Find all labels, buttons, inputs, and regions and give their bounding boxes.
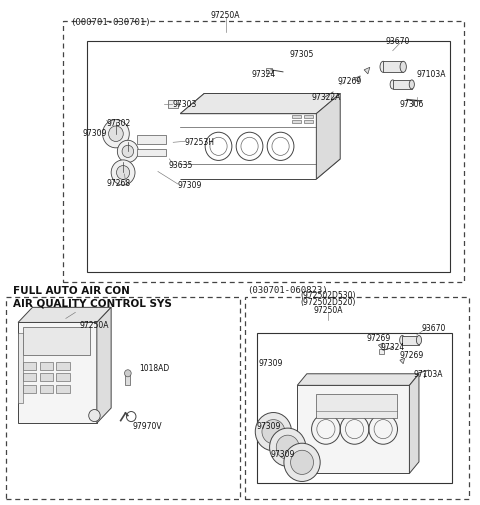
Polygon shape bbox=[316, 160, 340, 180]
Bar bbox=[304, 120, 313, 124]
Bar bbox=[393, 81, 412, 90]
Bar bbox=[39, 363, 53, 371]
Text: 97250A: 97250A bbox=[211, 11, 240, 20]
Bar bbox=[18, 333, 23, 403]
Bar bbox=[56, 385, 70, 393]
Circle shape bbox=[108, 127, 123, 142]
Bar bbox=[402, 336, 419, 345]
Text: 97103A: 97103A bbox=[414, 370, 443, 379]
Bar bbox=[39, 374, 53, 382]
Text: (972502D530): (972502D530) bbox=[300, 290, 356, 299]
Circle shape bbox=[117, 166, 130, 180]
Text: 97269: 97269 bbox=[366, 333, 391, 342]
Bar bbox=[168, 100, 178, 109]
Text: 97309: 97309 bbox=[259, 359, 283, 368]
Text: (000701-030701): (000701-030701) bbox=[71, 18, 151, 27]
Text: 93670: 93670 bbox=[421, 323, 445, 332]
Bar bbox=[292, 120, 301, 124]
Text: 93635: 93635 bbox=[168, 161, 192, 170]
Polygon shape bbox=[409, 374, 419, 474]
Circle shape bbox=[276, 435, 299, 460]
Text: 1018AD: 1018AD bbox=[139, 364, 169, 373]
Text: 97309: 97309 bbox=[271, 449, 295, 458]
Text: (972502D520): (972502D520) bbox=[300, 298, 356, 307]
Bar bbox=[56, 374, 70, 382]
Ellipse shape bbox=[409, 81, 414, 90]
Circle shape bbox=[290, 450, 313, 475]
Text: 97305: 97305 bbox=[290, 49, 314, 59]
Text: 97269: 97269 bbox=[337, 77, 362, 86]
Circle shape bbox=[284, 443, 320, 481]
Bar bbox=[23, 328, 90, 356]
Polygon shape bbox=[297, 386, 409, 474]
Text: 97303: 97303 bbox=[173, 100, 197, 109]
Bar bbox=[316, 394, 397, 418]
Polygon shape bbox=[355, 77, 360, 83]
Text: 97970V: 97970V bbox=[132, 421, 162, 430]
Ellipse shape bbox=[390, 81, 396, 90]
Ellipse shape bbox=[380, 62, 386, 73]
Bar bbox=[379, 349, 384, 354]
Text: 97302: 97302 bbox=[106, 119, 131, 127]
Text: 97250A: 97250A bbox=[313, 305, 343, 314]
Text: 97324: 97324 bbox=[381, 342, 405, 351]
Circle shape bbox=[122, 146, 133, 158]
Text: 97268: 97268 bbox=[106, 179, 131, 188]
Text: 97309: 97309 bbox=[256, 421, 281, 430]
Polygon shape bbox=[18, 308, 111, 323]
Text: 97306: 97306 bbox=[400, 100, 424, 109]
Bar bbox=[137, 135, 166, 144]
Bar bbox=[304, 115, 313, 119]
Bar bbox=[56, 363, 70, 371]
Text: 97309: 97309 bbox=[178, 180, 202, 189]
Bar bbox=[292, 115, 301, 119]
Circle shape bbox=[117, 141, 138, 163]
Polygon shape bbox=[297, 374, 419, 386]
Polygon shape bbox=[316, 94, 340, 180]
Circle shape bbox=[103, 120, 129, 148]
Bar bbox=[137, 149, 166, 157]
Polygon shape bbox=[364, 68, 370, 75]
Circle shape bbox=[270, 428, 306, 467]
Text: (030701-060823): (030701-060823) bbox=[247, 286, 328, 294]
Circle shape bbox=[124, 370, 131, 377]
Circle shape bbox=[89, 410, 100, 422]
Bar bbox=[39, 385, 53, 393]
Ellipse shape bbox=[400, 62, 407, 73]
Circle shape bbox=[262, 420, 285, 444]
Bar bbox=[23, 374, 36, 382]
Text: FULL AUTO AIR CON
AIR QUALITY CONTROL SYS: FULL AUTO AIR CON AIR QUALITY CONTROL SY… bbox=[13, 285, 172, 308]
Text: 97250A: 97250A bbox=[80, 321, 109, 330]
Text: 97309: 97309 bbox=[82, 128, 107, 137]
Bar bbox=[125, 375, 130, 386]
Polygon shape bbox=[180, 94, 340, 115]
Text: 97322A: 97322A bbox=[311, 92, 341, 102]
Polygon shape bbox=[18, 323, 97, 423]
Polygon shape bbox=[400, 359, 405, 364]
Text: 97324: 97324 bbox=[252, 70, 276, 79]
Text: 93670: 93670 bbox=[385, 37, 409, 46]
Text: 97103A: 97103A bbox=[416, 70, 445, 79]
Polygon shape bbox=[378, 343, 383, 349]
Polygon shape bbox=[97, 308, 111, 423]
Bar bbox=[23, 385, 36, 393]
Polygon shape bbox=[180, 94, 340, 115]
Circle shape bbox=[111, 161, 135, 186]
Bar bbox=[383, 62, 403, 73]
Bar bbox=[266, 69, 272, 74]
Bar bbox=[23, 363, 36, 371]
Text: 97253H: 97253H bbox=[184, 137, 215, 146]
Ellipse shape bbox=[400, 336, 405, 345]
Ellipse shape bbox=[416, 336, 421, 345]
Circle shape bbox=[255, 413, 291, 451]
Text: 97269: 97269 bbox=[400, 350, 424, 360]
